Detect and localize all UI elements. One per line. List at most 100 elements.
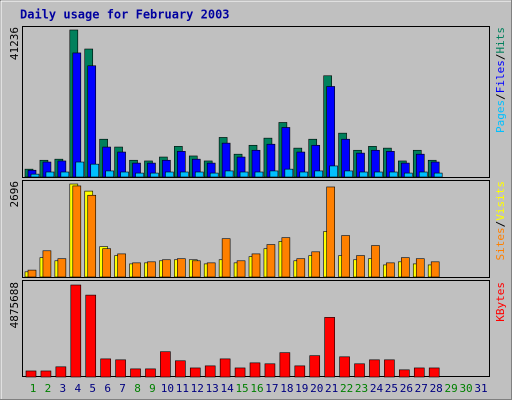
bar [269, 170, 279, 178]
bar [359, 171, 368, 178]
x-tick-label: 30 [459, 382, 472, 395]
bar [264, 363, 276, 378]
x-tick-label: 19 [295, 382, 308, 395]
bar [221, 238, 231, 278]
bar [102, 248, 111, 278]
bar [42, 250, 52, 278]
bar [384, 359, 395, 378]
bar [386, 262, 395, 278]
bar [120, 171, 129, 178]
bar [404, 172, 413, 178]
bar [344, 170, 353, 178]
bar [430, 261, 440, 278]
bar [194, 171, 204, 178]
bar [249, 362, 261, 378]
x-tick-label: 11 [176, 382, 189, 395]
bar [329, 165, 338, 178]
bar [162, 259, 171, 278]
bar [147, 261, 156, 278]
bar [314, 170, 324, 178]
bar [294, 365, 306, 378]
bar [160, 351, 171, 378]
bar [299, 171, 309, 178]
bar [401, 257, 410, 278]
bar [224, 170, 234, 178]
legend-entry: Files [494, 60, 507, 93]
bar [177, 258, 186, 278]
legend-entry: Sites [494, 227, 507, 260]
panel [22, 280, 490, 377]
x-tick-label: 16 [250, 382, 263, 395]
bar [191, 260, 201, 278]
x-tick-label: 21 [325, 382, 338, 395]
bar [219, 358, 231, 378]
x-tick-label: 1 [30, 382, 37, 395]
x-tick-label: 7 [119, 382, 126, 395]
bar [281, 237, 291, 278]
bar [428, 367, 440, 378]
bar [374, 171, 383, 178]
bar [85, 294, 97, 378]
x-tick-label: 24 [370, 382, 384, 395]
bar [75, 161, 85, 178]
bar [25, 370, 37, 378]
x-tick-label: 9 [149, 382, 156, 395]
bar [234, 367, 246, 378]
bar [180, 171, 189, 178]
x-tick-label: 17 [265, 382, 278, 395]
x-tick-label: 13 [206, 382, 219, 395]
bar [115, 359, 126, 378]
bar [236, 260, 246, 278]
bar [254, 171, 264, 178]
bar [150, 172, 159, 178]
legend: Pages/Files/Hits [494, 27, 507, 133]
x-tick-label: 29 [445, 382, 458, 395]
x-tick-label: 22 [340, 382, 353, 395]
x-tick-label: 25 [385, 382, 398, 395]
bar [326, 86, 335, 178]
bar [90, 163, 100, 178]
bar [284, 168, 294, 178]
bar [433, 172, 443, 178]
bar [45, 171, 55, 178]
bar [356, 255, 365, 278]
legend-entry: Visits [494, 181, 507, 221]
legend: Sites/Visits [494, 181, 507, 261]
bar [339, 356, 350, 378]
bar [279, 352, 291, 378]
bar [209, 172, 219, 178]
legend-entry: Hits [494, 27, 507, 54]
bar [311, 251, 321, 278]
bar [389, 171, 398, 178]
bar [70, 284, 82, 378]
bar [130, 368, 141, 378]
legend-entry: KBytes [494, 282, 507, 322]
bar [251, 253, 261, 278]
legend-separator: / [494, 93, 507, 100]
x-tick-label: 23 [355, 382, 368, 395]
bar [55, 366, 67, 378]
x-tick-label: 18 [280, 382, 293, 395]
bar [371, 245, 380, 278]
bar [341, 235, 350, 278]
bar [326, 186, 335, 278]
bar [30, 173, 40, 178]
x-tick-label: 14 [221, 382, 235, 395]
bar [189, 367, 201, 378]
bar [175, 360, 186, 378]
bar [40, 370, 52, 378]
bar [87, 194, 97, 278]
x-tick-label: 6 [104, 382, 111, 395]
x-tick-label: 31 [474, 382, 487, 395]
legend: KBytes [494, 282, 507, 322]
bar [60, 171, 70, 178]
bar [145, 368, 156, 378]
bar [204, 365, 216, 378]
bar [105, 170, 114, 178]
x-tick-label: 27 [415, 382, 428, 395]
bar [72, 52, 82, 178]
bar [296, 258, 306, 278]
x-tick-label: 2 [45, 382, 52, 395]
bar [135, 172, 144, 178]
